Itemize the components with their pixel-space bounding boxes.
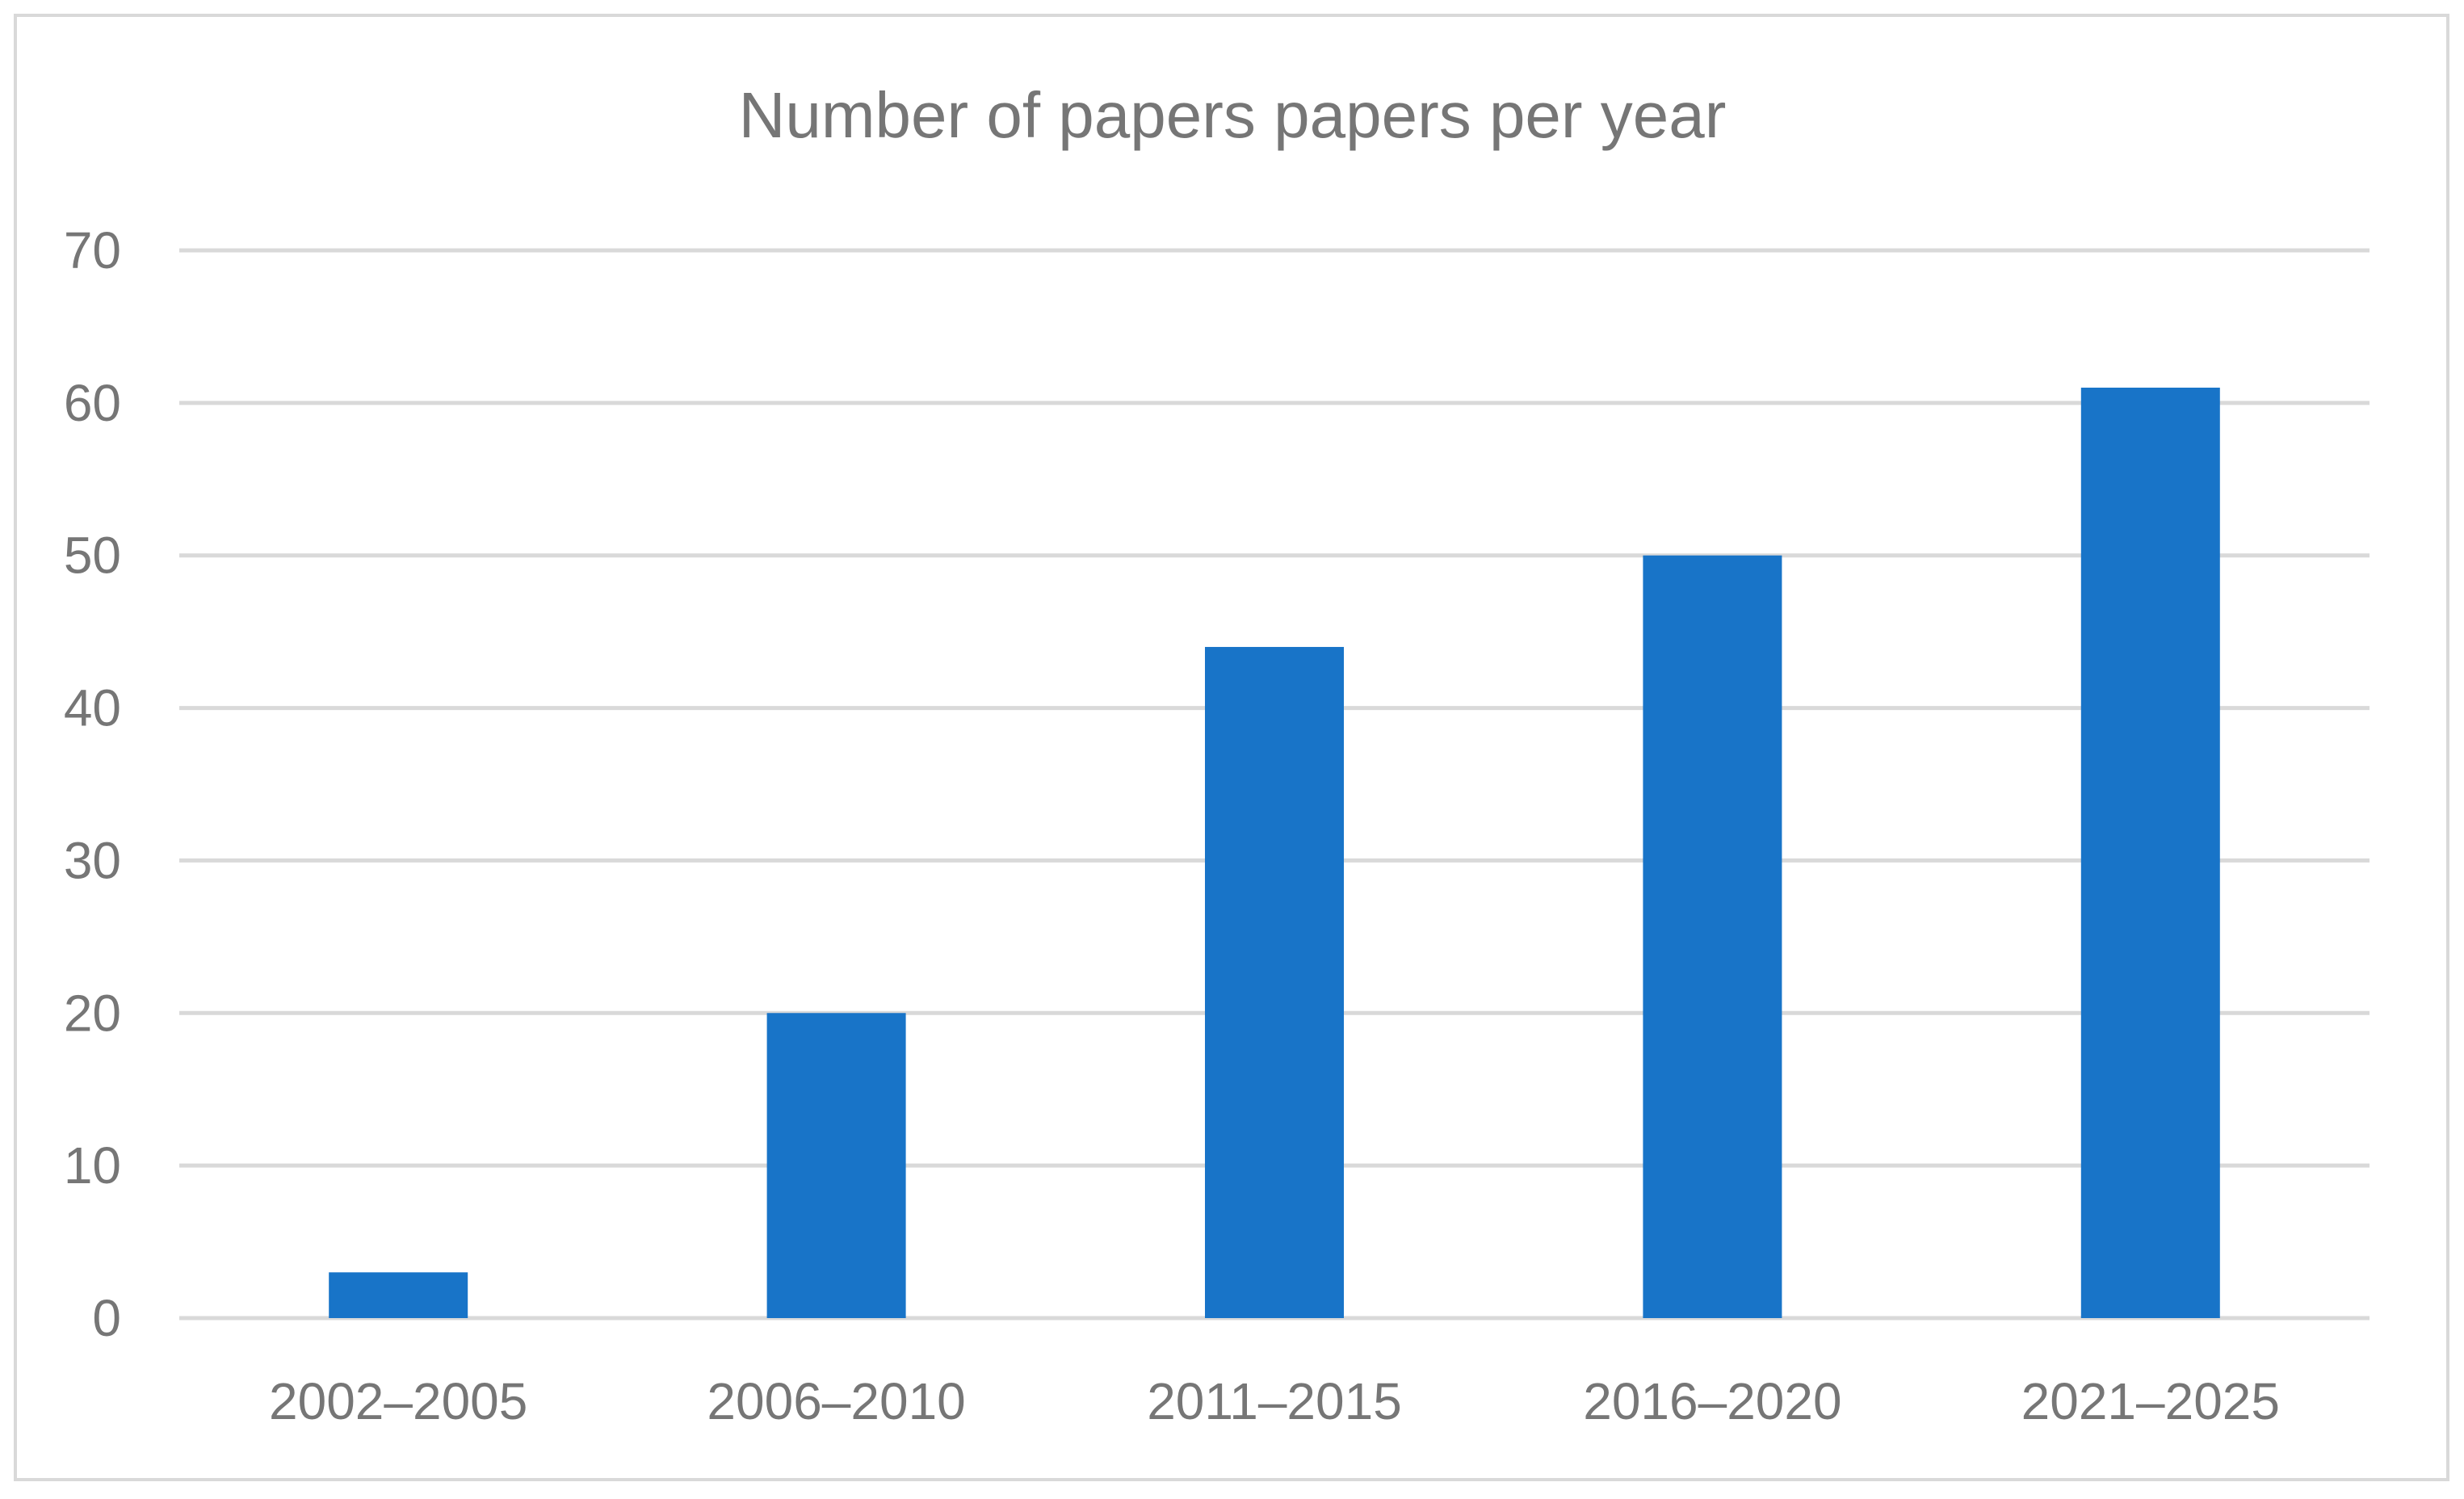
x-tick-label: 2011–2015 [1147, 1372, 1402, 1430]
x-tick-label: 2021–2025 [2021, 1372, 2280, 1430]
x-tick-label: 2016–2020 [1583, 1372, 1841, 1430]
bar [1205, 647, 1344, 1318]
chart-title: Number of papers papers per year [739, 79, 1727, 151]
y-tick-label: 10 [64, 1136, 121, 1195]
bar [329, 1272, 468, 1318]
y-tick-label: 40 [64, 679, 121, 737]
x-axis-tick-labels: 2002–2005 2006–2010 2011–2015 2016–2020 2021… [269, 1372, 2280, 1430]
bar [2080, 387, 2220, 1318]
y-tick-label: 60 [64, 374, 121, 432]
y-tick-label: 0 [92, 1289, 121, 1347]
y-tick-label: 70 [64, 221, 121, 279]
bars [329, 387, 2220, 1318]
y-tick-label: 50 [64, 527, 121, 585]
bar [766, 1013, 906, 1318]
x-tick-label: 2002–2005 [269, 1372, 527, 1430]
y-axis-tick-labels: 0 10 20 30 40 50 60 70 [64, 221, 121, 1347]
y-tick-label: 30 [64, 831, 121, 889]
y-tick-label: 20 [64, 984, 121, 1042]
bar [1643, 555, 1782, 1318]
x-tick-label: 2006–2010 [707, 1372, 965, 1430]
